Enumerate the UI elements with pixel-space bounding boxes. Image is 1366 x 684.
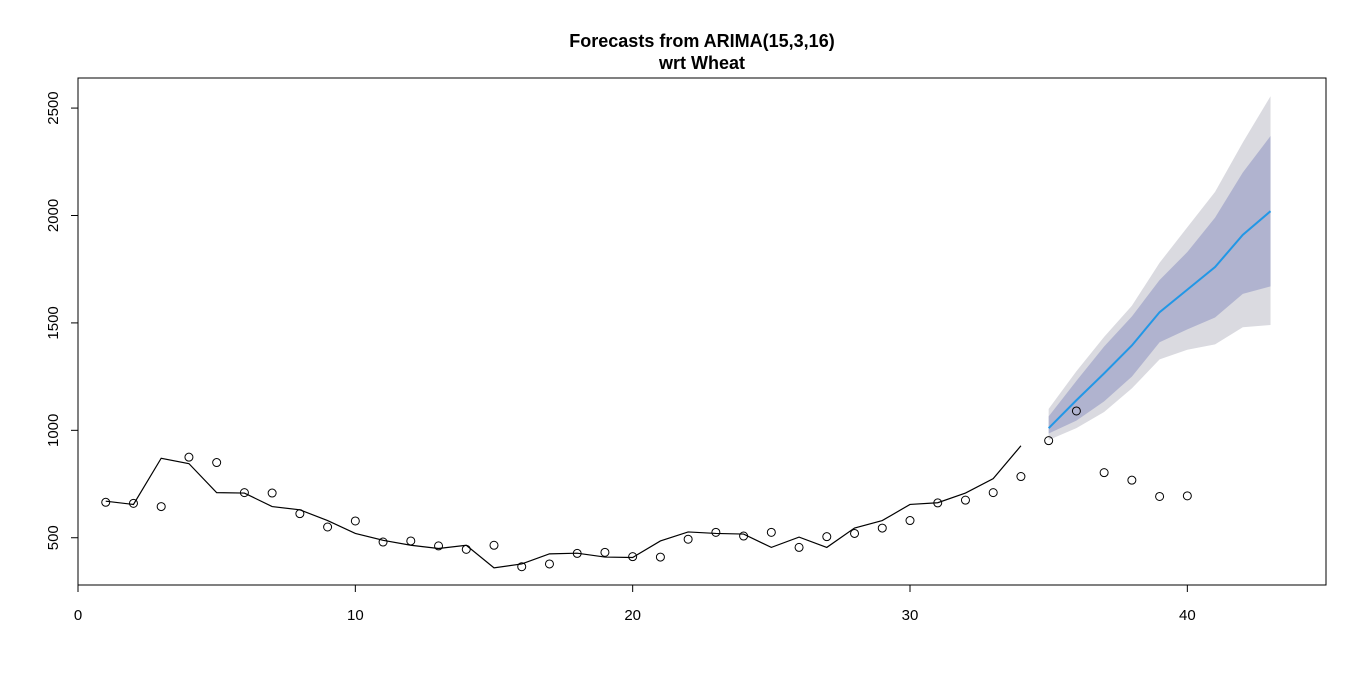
observed-points: [101, 406, 1192, 572]
band-80: [1048, 136, 1271, 434]
data-point: [794, 542, 804, 552]
data-point: [128, 498, 138, 508]
series-line-fitted: [105, 445, 1022, 569]
chart-title: Forecasts from ARIMA(15,3,16): [569, 31, 834, 51]
data-point: [212, 458, 222, 468]
data-point: [1182, 491, 1192, 501]
series-line-forecast: [1047, 210, 1272, 429]
data-point: [1044, 436, 1054, 446]
data-point: [655, 552, 665, 562]
data-point: [905, 516, 915, 526]
y-tick-label: 1500: [45, 306, 62, 339]
y-tick-label: 2500: [45, 91, 62, 124]
data-point: [267, 488, 277, 498]
x-tick-label: 20: [624, 607, 641, 624]
data-point: [1016, 472, 1026, 482]
data-point: [822, 532, 832, 542]
data-point: [517, 562, 527, 572]
chart-subtitle: wrt Wheat: [658, 53, 745, 73]
data-point: [683, 534, 693, 544]
chart-lines: [105, 210, 1272, 569]
x-axis: 0 10 20 30 40: [74, 584, 1196, 624]
data-point: [1099, 468, 1109, 478]
y-axis: 500 1000 1500 2000 2500: [45, 91, 79, 550]
data-point: [544, 559, 554, 569]
data-point: [988, 488, 998, 498]
data-point: [600, 547, 610, 557]
data-point: [960, 495, 970, 505]
x-tick-label: 30: [902, 607, 919, 624]
data-point: [406, 536, 416, 546]
forecast-interval-bands: [1048, 96, 1271, 440]
data-point: [711, 527, 721, 537]
data-point: [350, 516, 360, 526]
data-point: [572, 548, 582, 558]
data-point: [766, 527, 776, 537]
data-point: [101, 497, 111, 507]
data-point: [239, 488, 249, 498]
data-point: [933, 498, 943, 508]
data-point: [295, 509, 305, 519]
data-point: [739, 531, 749, 541]
y-tick-label: 500: [45, 525, 62, 550]
data-point: [877, 523, 887, 533]
data-point: [461, 544, 471, 554]
data-point: [434, 541, 444, 551]
y-tick-label: 2000: [45, 199, 62, 232]
x-tick-label: 10: [347, 607, 364, 624]
x-tick-label: 40: [1179, 607, 1196, 624]
data-point: [156, 502, 166, 512]
data-point: [378, 537, 388, 547]
data-point: [628, 552, 638, 562]
data-point: [1127, 475, 1137, 485]
data-point: [850, 528, 860, 538]
y-tick-label: 1000: [45, 414, 62, 447]
data-point: [1071, 406, 1081, 416]
data-point: [489, 540, 499, 550]
data-point: [184, 452, 194, 462]
data-point: [323, 522, 333, 532]
data-point: [1155, 491, 1165, 501]
x-tick-label: 0: [74, 607, 82, 624]
